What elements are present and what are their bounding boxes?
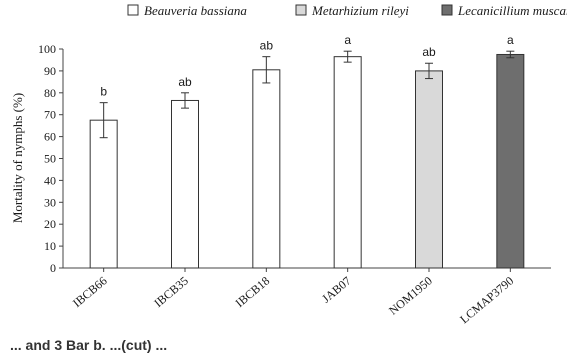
x-tick-label-IBCB35: IBCB35	[151, 274, 191, 310]
significance-label-LCMAP3790: a	[507, 33, 514, 47]
y-tick-label: 60	[44, 130, 56, 144]
x-tick-label-IBCB18: IBCB18	[233, 274, 273, 310]
y-axis-label: Mortality of nymphs (%)	[10, 93, 25, 223]
legend-swatch-3	[441, 4, 453, 16]
y-tick-label: 0	[50, 261, 56, 275]
y-tick-label: 20	[44, 217, 56, 231]
bar-LCMAP3790	[496, 53, 525, 269]
y-tick-label: 80	[44, 86, 56, 100]
y-tick-label: 70	[44, 108, 56, 122]
significance-label-IBCB35: ab	[178, 75, 192, 89]
legend-swatch-1	[127, 4, 139, 16]
x-tick-label-IBCB66: IBCB66	[70, 274, 110, 310]
significance-label-IBCB66: b	[100, 85, 107, 99]
bar-IBCB18	[252, 69, 281, 269]
significance-label-NOM1950: ab	[422, 45, 436, 59]
bar-JAB07	[333, 56, 362, 269]
caption-fragment: ... and 3 Bar b. ...(cut) ...	[10, 337, 167, 353]
legend-label-3: Lecanicillium muscarium	[457, 3, 567, 18]
y-tick-label: 30	[44, 195, 56, 209]
legend-swatch-2	[295, 4, 307, 16]
y-tick-label: 10	[44, 239, 56, 253]
bar-IBCB66	[89, 119, 118, 269]
x-tick-label-LCMAP3790: LCMAP3790	[457, 274, 516, 327]
significance-label-IBCB18: ab	[260, 39, 274, 53]
x-tick-label-NOM1950: NOM1950	[386, 274, 435, 318]
y-tick-label: 40	[44, 173, 56, 187]
plot-area: 0 10 20 30 40 50 60 70 80 90 100 b IBCB66 ab IBCB35 ab I…	[38, 33, 551, 326]
bar-NOM1950	[415, 70, 443, 269]
bar-IBCB35	[171, 99, 199, 269]
legend-label-2: Metarhizium rileyi	[311, 3, 409, 18]
y-tick-label: 50	[44, 152, 56, 166]
legend: Beauveria bassiana Metarhizium rileyi Leca…	[127, 3, 567, 18]
legend-label-1: Beauveria bassiana	[144, 3, 247, 18]
x-tick-label-JAB07: JAB07	[319, 274, 354, 306]
y-tick-label: 100	[38, 42, 56, 56]
y-tick-label: 90	[44, 64, 56, 78]
significance-label-JAB07: a	[344, 33, 351, 47]
